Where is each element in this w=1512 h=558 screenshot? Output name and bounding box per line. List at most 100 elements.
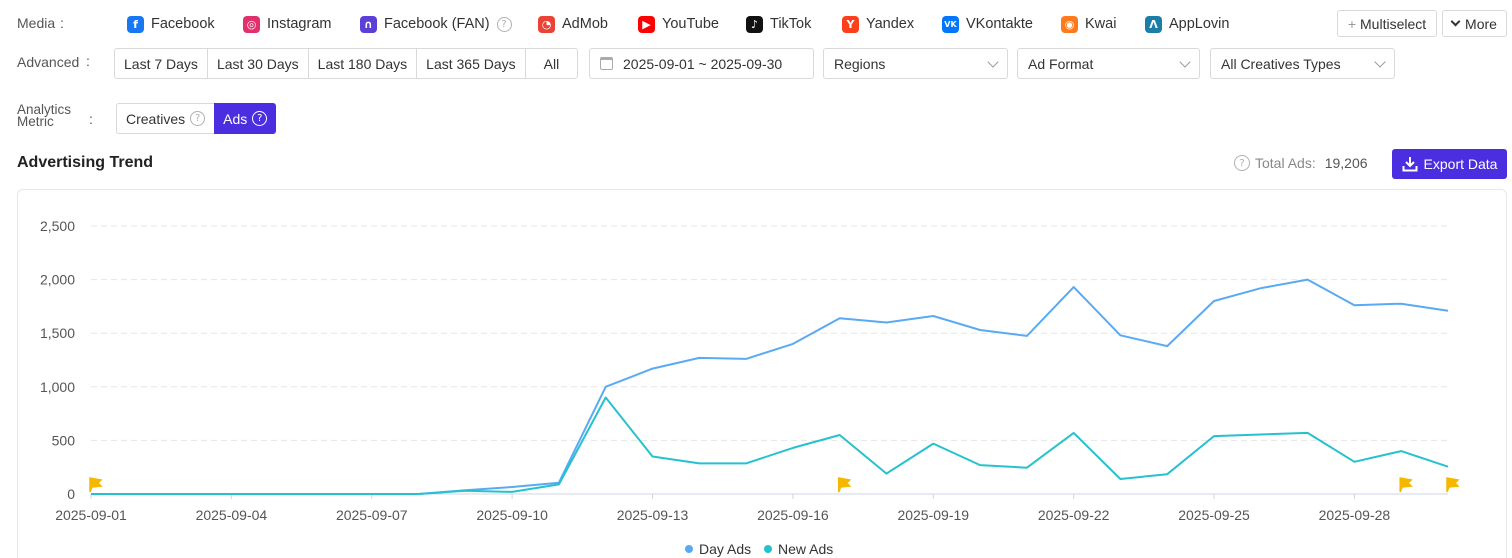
flag-marker-icon [89,477,103,493]
range-last-180-days[interactable]: Last 180 Days [308,49,418,78]
x-tick-label: 2025-09-13 [617,507,689,523]
creative-types-select[interactable]: All Creatives Types [1210,48,1395,79]
range-last-7-days[interactable]: Last 7 Days [115,49,208,78]
regions-select[interactable]: Regions [823,48,1008,79]
analytics-metric-label: Analytics Metric [17,102,72,129]
analytics-metric-label-line1: Analytics [17,102,72,117]
x-tick-label: 2025-09-01 [55,507,127,523]
advertising-trend-title: Advertising Trend [17,154,154,171]
y-tick-label: 2,000 [40,272,75,288]
legend-label: New Ads [778,541,833,557]
media-colon: : [60,15,64,31]
download-icon [1402,157,1418,172]
x-tick-label: 2025-09-19 [897,507,969,523]
range-last-30-days[interactable]: Last 30 Days [207,49,309,78]
media-item-label: AppLovin [1169,16,1230,32]
plus-icon: + [1347,15,1357,32]
range-all[interactable]: All [525,49,578,78]
advanced-label: Advanced [17,54,80,70]
flag-marker-icon [837,477,852,493]
y-tick-label: 0 [67,486,75,502]
chevron-down-icon [987,56,999,68]
x-tick-label: 2025-09-28 [1319,507,1391,523]
analytics-metric-row: Analytics Metric : Creatives ? Ads ? [0,103,1512,134]
media-item-label: Yandex [866,16,915,32]
media-item-label: Facebook [151,16,215,32]
metric-ads-button[interactable]: Ads ? [214,103,277,134]
flag-marker-icon [1399,477,1413,493]
yandex-icon: Y [842,15,859,33]
date-range-value: 2025-09-01 ~ 2025-09-30 [623,55,783,72]
media-item-vkontakte[interactable]: VK VKontakte [942,13,1033,35]
more-button[interactable]: More [1442,10,1507,37]
metric-ads-label: Ads [223,110,248,127]
media-item-label: TikTok [770,16,812,32]
chevron-down-icon [1374,56,1386,68]
media-item-label: YouTube [662,16,719,32]
total-ads: ? Total Ads: 19,206 [1234,155,1368,171]
facebook-audience-network-icon: ∩ [360,15,377,33]
vkontakte-icon: VK [942,15,959,33]
help-icon[interactable]: ? [190,111,206,126]
advanced-colon: : [86,53,90,69]
media-item-yandex[interactable]: Y Yandex [842,13,914,35]
export-data-label: Export Data [1423,156,1498,172]
date-range-picker[interactable]: 2025-09-01 ~ 2025-09-30 [589,48,814,79]
admob-icon: ◔ [538,15,555,33]
media-item-facebook-fan[interactable]: ∩ Facebook (FAN)? [360,13,512,35]
x-tick-label: 2025-09-16 [757,507,829,523]
tiktok-icon: ♪ [746,15,763,33]
media-item-admob[interactable]: ◔ AdMob [538,13,608,35]
media-item-instagram[interactable]: ◎ Instagram [243,13,331,35]
multiselect-label: Multiselect [1360,15,1427,32]
help-icon[interactable]: ? [1234,155,1250,171]
ad-format-value: Ad Format [1028,55,1094,72]
calendar-icon [600,57,613,70]
more-label: More [1465,15,1497,32]
legend-marker [764,545,772,553]
help-icon[interactable]: ? [496,16,512,32]
youtube-icon: ▶ [638,15,655,33]
chart-svg: 0 500 1,000 1,500 2,000 2,500 2025-09-01 2025-0… [40,218,1460,557]
advertising-trend-chart: 0 500 1,000 1,500 2,000 2,500 2025-09-01 2025-0… [17,189,1507,558]
range-last-365-days[interactable]: Last 365 Days [417,49,526,78]
flag-marker-icon [1446,477,1460,493]
kwai-icon: ◉ [1061,15,1078,33]
x-tick-label: 2025-09-22 [1038,507,1110,523]
x-tick-label: 2025-09-25 [1178,507,1250,523]
total-ads-value: 19,206 [1324,155,1368,171]
media-item-label: AdMob [562,16,608,32]
date-range-presets: Last 7 Days Last 30 Days Last 180 Days L… [114,48,579,79]
multiselect-button[interactable]: + Multiselect [1337,10,1437,37]
metric-creatives-label: Creatives [126,110,186,127]
ad-format-select[interactable]: Ad Format [1017,48,1200,79]
regions-value: Regions [834,55,886,72]
media-item-label: VKontakte [966,16,1033,32]
y-tick-label: 500 [52,432,76,448]
media-item-label: Instagram [267,16,332,32]
metric-creatives-button[interactable]: Creatives ? [116,103,215,134]
help-icon[interactable]: ? [252,111,268,126]
creative-types-value: All Creatives Types [1221,55,1341,72]
y-tick-label: 2,500 [40,218,75,234]
media-item-kwai[interactable]: ◉ Kwai [1061,13,1116,35]
media-item-label: Kwai [1085,16,1117,32]
y-tick-label: 1,000 [40,379,75,395]
series-line-new-ads [91,396,1449,495]
media-item-applovin[interactable]: Λ AppLovin [1145,13,1229,35]
x-tick-label: 2025-09-07 [336,507,408,523]
total-ads-label: Total Ads: [1255,155,1316,171]
media-item-youtube[interactable]: ▶ YouTube [638,13,719,35]
media-item-label: Facebook (FAN) [384,16,490,32]
metric-toggle: Creatives ? Ads ? [116,103,277,134]
x-tick-label: 2025-09-10 [476,507,548,523]
metric-colon: : [89,111,93,127]
media-item-tiktok[interactable]: ♪ TikTok [746,13,811,35]
media-item-facebook[interactable]: f Facebook [127,13,215,35]
analytics-metric-label-line2: Metric [17,114,54,129]
media-label: Media [17,15,56,31]
export-data-button[interactable]: Export Data [1392,149,1507,179]
chevron-down-icon [1450,16,1461,27]
facebook-icon: f [127,15,144,33]
chevron-down-icon [1179,56,1191,68]
